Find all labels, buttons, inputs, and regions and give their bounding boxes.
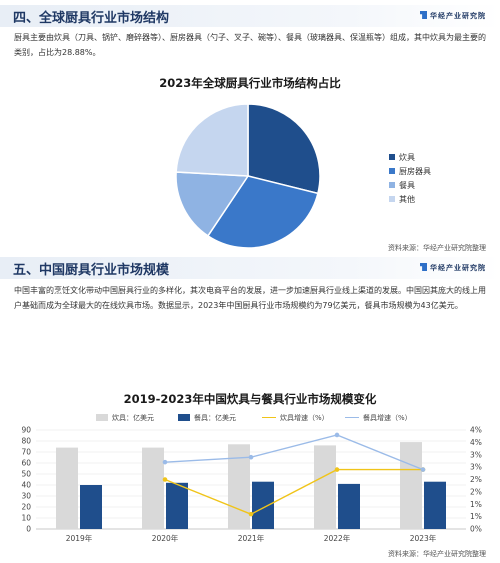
brand-label: 华经产业研究院 <box>430 264 486 272</box>
legend-line <box>345 417 359 418</box>
x-tick-label: 2022年 <box>324 533 351 543</box>
y-left-tick-label: 10 <box>21 514 31 523</box>
series-line <box>164 434 424 471</box>
brand-label: 华经产业研究院 <box>430 12 486 20</box>
legend-swatch <box>389 182 395 188</box>
legend-label: 餐具 <box>399 181 415 190</box>
pie-legend-item: 炊具 <box>389 151 431 165</box>
y-left-tick-label: 80 <box>21 437 31 446</box>
x-tick-label: 2019年 <box>66 533 93 543</box>
bar-chart-title: 2019-2023年中国炊具与餐具行业市场规模变化 <box>123 392 377 406</box>
bar <box>166 482 188 529</box>
y-right-tick-label: 4% <box>470 438 482 447</box>
y-left-tick-label: 20 <box>21 503 31 512</box>
section-paragraph: 中国丰富的烹饪文化带动中国厨具行业的多样化，其次电商平台的发展，进一步加速厨具行… <box>14 286 486 310</box>
y-right-tick-label: 2% <box>470 475 482 484</box>
series-point <box>248 511 254 517</box>
bar-chart: 0 10 20 30 40 50 60 70 80 90 0% 1% 1% 2% 2% 3% 3% 4% 4% 201… <box>21 426 482 544</box>
section-header-5: 五、中国厨具行业市场规模 华经产业研究院 <box>0 257 500 279</box>
pie-legend-item: 厨房器具 <box>389 165 431 179</box>
bar <box>56 447 78 529</box>
legend-item-cookware-growth: 炊具增速（%） <box>262 413 329 423</box>
y-left-tick-label: 50 <box>21 470 31 479</box>
y-left-tick-label: 60 <box>21 459 31 468</box>
y-left-tick-label: 0 <box>26 525 31 534</box>
section-paragraph: 厨具主要由炊具（刀具、锅铲、磨碎器等）、厨房器具（勺子、叉子、碗等）、餐具（玻璃… <box>14 33 486 57</box>
pie-chart <box>175 103 321 249</box>
bar <box>424 481 446 529</box>
legend-swatch <box>389 168 395 174</box>
brand-logo-icon <box>420 263 427 271</box>
x-tick-label: 2020年 <box>152 533 179 543</box>
section-header-4: 四、全球厨具行业市场结构 华经产业研究院 <box>0 5 500 27</box>
legend-item-cookware: 炊具：亿美元 <box>96 413 154 423</box>
series-point <box>248 454 254 460</box>
legend-label: 厨房器具 <box>399 167 431 176</box>
legend-line <box>262 417 276 418</box>
y-left-tick-label: 30 <box>21 492 31 501</box>
y-right-tick-label: 3% <box>470 450 482 459</box>
pie-legend: 炊具厨房器具餐具其他 <box>389 151 431 207</box>
series-point <box>420 467 426 472</box>
legend-label: 餐具：亿美元 <box>194 414 236 422</box>
brand-logo-icon <box>420 11 427 19</box>
source-note: 资料来源：华经产业研究院整理 <box>388 244 486 252</box>
y-right-tick-label: 2% <box>470 487 482 496</box>
brand-logo: 华经产业研究院 <box>420 263 486 273</box>
pie-legend-item: 餐具 <box>389 179 431 193</box>
series-point <box>162 459 168 465</box>
bar <box>338 483 360 529</box>
bar <box>252 481 274 529</box>
legend-swatch <box>96 414 108 421</box>
pie-legend-item: 其他 <box>389 193 431 207</box>
bar <box>142 447 164 529</box>
legend-swatch <box>389 196 395 202</box>
series-point <box>334 467 340 472</box>
y-left-tick-label: 40 <box>21 481 31 490</box>
legend-label: 炊具 <box>399 153 415 162</box>
bar <box>400 442 422 529</box>
legend-label: 炊具：亿美元 <box>112 414 154 422</box>
series-point <box>162 477 168 482</box>
legend-label: 餐具增速（%） <box>363 414 412 422</box>
section-title: 四、全球厨具行业市场结构 <box>13 11 170 26</box>
y-left-tick-label: 90 <box>21 426 31 435</box>
series-point <box>334 432 340 438</box>
pie-slice <box>175 171 250 237</box>
bar <box>80 485 102 529</box>
y-right-tick-label: 3% <box>470 463 482 472</box>
legend-swatch <box>389 154 395 160</box>
x-tick-label: 2023年 <box>410 533 437 543</box>
y-right-tick-label: 1% <box>470 512 482 521</box>
section-title: 五、中国厨具行业市场规模 <box>13 263 170 278</box>
series-line <box>164 468 423 515</box>
y-right-tick-label: 1% <box>470 500 482 509</box>
legend-item-tableware-growth: 餐具增速（%） <box>345 413 412 423</box>
brand-logo: 华经产业研究院 <box>420 11 486 21</box>
legend-item-tableware: 餐具：亿美元 <box>178 413 236 423</box>
y-left-tick-label: 70 <box>21 448 31 457</box>
source-note: 资料来源：华经产业研究院整理 <box>388 550 486 558</box>
bar <box>314 445 336 529</box>
y-right-tick-label: 4% <box>470 426 482 435</box>
pie-slice <box>175 103 249 177</box>
legend-label: 其他 <box>399 195 415 204</box>
pie-slice <box>206 175 319 249</box>
legend-swatch <box>178 414 190 421</box>
pie-chart-title: 2023年全球厨具行业市场结构占比 <box>159 76 341 90</box>
x-tick-label: 2021年 <box>238 533 265 543</box>
legend-label: 炊具增速（%） <box>280 414 329 422</box>
pie-slice <box>247 103 321 195</box>
y-right-tick-label: 0% <box>470 525 482 534</box>
